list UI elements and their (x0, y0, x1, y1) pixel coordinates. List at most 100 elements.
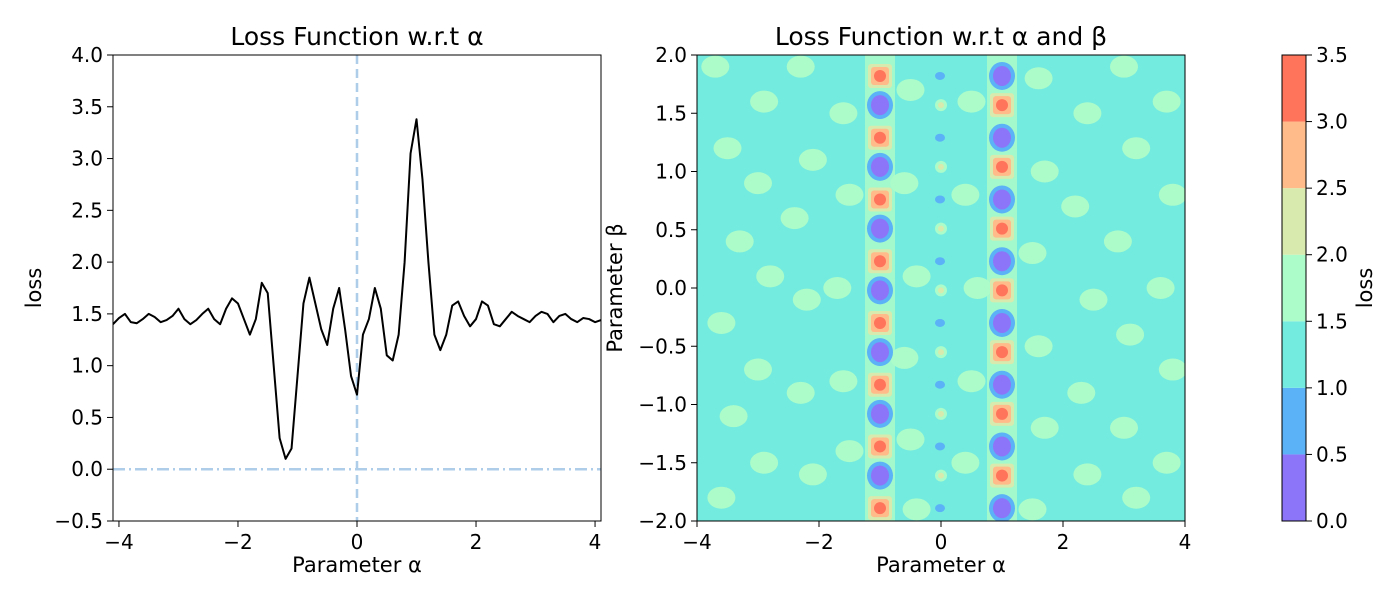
y-tick-label: −1.5 (638, 451, 687, 475)
y-tick-label: 0.0 (71, 457, 103, 481)
contour-cell-high (990, 525, 1014, 549)
contour-spot-high (938, 225, 944, 232)
contour-patch (1152, 451, 1181, 474)
contour-spot-low (935, 133, 945, 142)
y-tick-label: 0.5 (655, 218, 687, 242)
contour-patch (1067, 381, 1096, 404)
x-tick-label: 2 (1057, 530, 1070, 554)
colorbar-frame (1281, 54, 1307, 522)
contour-cell-low (871, 465, 889, 486)
loss-line (113, 118, 601, 460)
y-tick-label: −1.0 (638, 393, 687, 417)
x-tick-label: −4 (104, 530, 133, 554)
colorbar-label: loss (1353, 268, 1377, 309)
contour-cell-high (874, 378, 886, 391)
contour-patch (1030, 416, 1059, 439)
colorbar-tick-label: 0.0 (1316, 509, 1348, 533)
contour-cell-high (874, 69, 886, 82)
contour-cell-high (874, 440, 886, 453)
line-chart-yticks: −0.5 0.0 0.5 1.0 1.5 2.0 2.5 3.0 3.5 4.0 (54, 43, 113, 533)
contour-patch (963, 277, 992, 299)
contour-spot-high (938, 102, 944, 109)
contour-cell-high (996, 346, 1008, 359)
contour-spot-low (935, 71, 945, 80)
contour-spot-low (935, 504, 945, 513)
contour-patch (1073, 463, 1102, 486)
y-tick-label: 2.0 (71, 250, 103, 274)
x-tick-label: 0 (351, 530, 364, 554)
contour-patch (744, 172, 772, 195)
contour-cell-low (993, 65, 1011, 86)
contour-cell-high (996, 160, 1008, 173)
colorbar-tick-label: 0.5 (1316, 442, 1348, 466)
colorbar-tick-label: 2.5 (1316, 176, 1348, 200)
y-tick-label: 0.0 (655, 276, 687, 300)
contour-cell-low (993, 312, 1011, 333)
contour-chart-xticks: −4 −2 0 2 4 (682, 521, 1191, 554)
contour-patch (798, 463, 827, 486)
contour-cell-low (867, 523, 893, 551)
contour-patch (1024, 67, 1053, 90)
contour-patch (707, 486, 736, 509)
y-tick-label: −0.5 (54, 509, 103, 533)
line-chart-panel: Loss Function w.r.t α −4 −2 0 2 4 −0.5 0.0 0.5… (22, 22, 602, 577)
contour-cell-high (874, 193, 886, 206)
x-tick-label: −2 (223, 530, 252, 554)
contour-patch (1122, 137, 1151, 160)
contour-patch (835, 440, 864, 463)
contour-patch (890, 346, 919, 369)
contour-patch (1152, 90, 1181, 113)
contour-patch (1018, 498, 1047, 521)
contour-patch (1146, 277, 1175, 299)
colorbar-swatches (1282, 55, 1306, 521)
contour-patch (725, 230, 754, 253)
y-tick-label: 1.5 (71, 302, 103, 326)
contour-field (697, 55, 1185, 551)
contour-cell-low (871, 527, 889, 547)
contour-cell-low (993, 436, 1011, 457)
contour-patch (957, 370, 986, 393)
contour-spot-high (938, 472, 944, 479)
contour-cell-high (996, 531, 1008, 543)
x-tick-label: 4 (1179, 530, 1192, 554)
line-chart-xticks: −4 −2 0 2 4 (104, 521, 601, 554)
contour-spot-high (938, 287, 944, 294)
contour-patch (1116, 323, 1145, 346)
contour-cell-low (993, 498, 1011, 519)
y-tick-label: 2.5 (71, 198, 103, 222)
contour-cell-high (993, 528, 1011, 546)
contour-patch (823, 277, 852, 299)
contour-spot-low (935, 318, 945, 327)
contour-cell-low (993, 374, 1011, 395)
x-tick-label: 4 (589, 530, 602, 554)
contour-cell-high (874, 255, 886, 268)
contour-cell-low (871, 156, 889, 177)
contour-cell-high (996, 284, 1008, 297)
contour-patch (1158, 183, 1185, 206)
contour-patch (1158, 358, 1185, 381)
contour-patch (744, 358, 772, 381)
contour-patch (750, 451, 779, 474)
contour-patch (890, 172, 919, 195)
contour-spot-low (935, 257, 945, 266)
y-tick-label: 3.5 (71, 95, 103, 119)
contour-cell-high (874, 502, 886, 515)
contour-patch (1103, 230, 1132, 253)
colorbar: 0.0 0.5 1.0 1.5 2.0 2.5 3.0 3.5 loss (1281, 43, 1377, 533)
y-tick-label: 1.0 (71, 354, 103, 378)
colorbar-tick-label: 2.0 (1316, 243, 1348, 267)
contour-cell-low (871, 342, 889, 363)
contour-cell-high (874, 131, 886, 144)
colorbar-ticks: 0.0 0.5 1.0 1.5 2.0 2.5 3.0 3.5 (1306, 43, 1348, 533)
contour-patch (951, 183, 980, 206)
contour-cell-low (871, 95, 889, 116)
contour-patch (957, 90, 986, 113)
contour-cell-high (996, 469, 1008, 482)
contour-cell-low (871, 403, 889, 424)
contour-patch (1079, 288, 1108, 311)
contour-patch (719, 405, 748, 428)
contour-cell-low (871, 280, 889, 301)
contour-patch (1024, 335, 1053, 358)
contour-patch (1061, 195, 1090, 218)
contour-patch (1110, 55, 1138, 78)
